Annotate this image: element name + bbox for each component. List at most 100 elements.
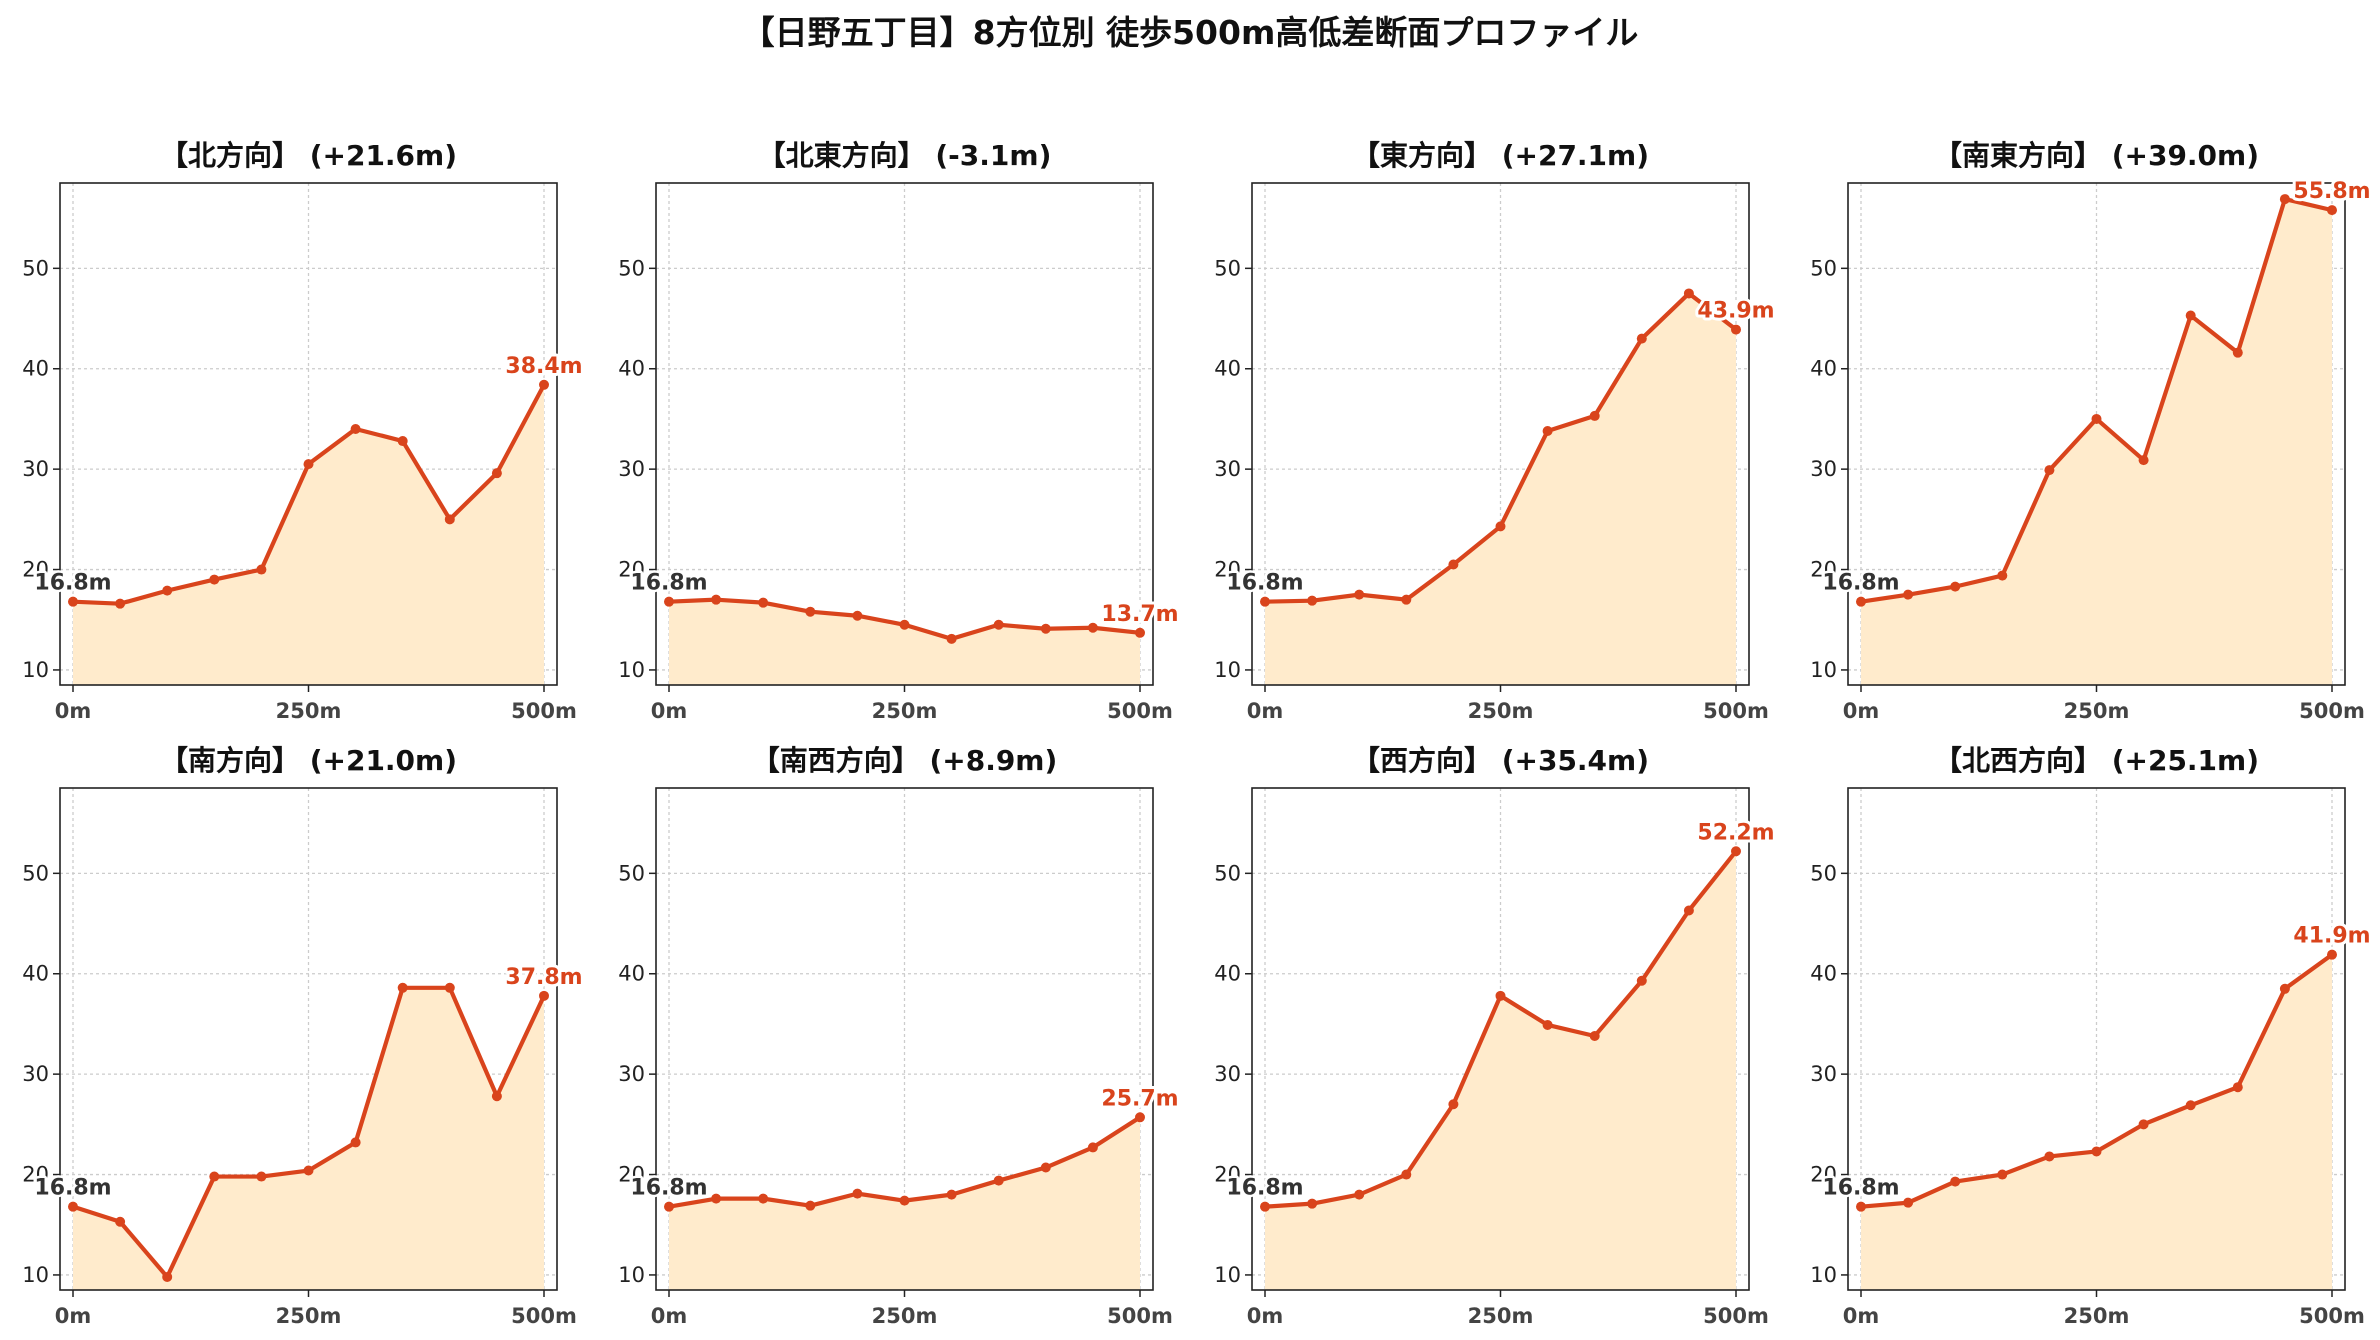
y-tick-label: 20 bbox=[1810, 558, 1837, 582]
data-point bbox=[1135, 1112, 1145, 1123]
data-point bbox=[1856, 596, 1866, 607]
panel-title: 【東方向】 (+27.1m) bbox=[1352, 139, 1649, 172]
x-tick-label: 250m bbox=[1468, 1304, 1534, 1328]
y-tick-label: 40 bbox=[22, 962, 49, 986]
data-point bbox=[68, 1201, 78, 1212]
data-point bbox=[899, 619, 910, 630]
y-tick-label: 30 bbox=[1810, 457, 1837, 481]
data-point bbox=[1495, 990, 1506, 1001]
data-point bbox=[444, 514, 455, 525]
start-value-label: 16.8m bbox=[1226, 1176, 1303, 1201]
data-point bbox=[1997, 1169, 2008, 1180]
y-tick-label: 10 bbox=[22, 1263, 49, 1287]
end-value-label: 25.7m bbox=[1101, 1086, 1178, 1111]
y-tick-label: 50 bbox=[1810, 256, 1837, 280]
data-point bbox=[1260, 596, 1270, 607]
data-point bbox=[1856, 1201, 1866, 1212]
y-tick-label: 40 bbox=[618, 357, 645, 381]
data-point bbox=[1307, 595, 1318, 606]
x-tick-label: 500m bbox=[1703, 1304, 1769, 1328]
data-point bbox=[711, 1193, 722, 1204]
end-value-label: 43.9m bbox=[1697, 299, 1774, 324]
end-value-label: 52.2m bbox=[1697, 820, 1774, 845]
data-point bbox=[1087, 622, 1098, 633]
x-tick-label: 0m bbox=[1843, 699, 1880, 723]
y-tick-label: 20 bbox=[618, 558, 645, 582]
data-point bbox=[209, 574, 220, 585]
data-point bbox=[397, 982, 408, 993]
x-tick-label: 500m bbox=[1703, 699, 1769, 723]
start-value-label: 16.8m bbox=[630, 1176, 707, 1201]
data-point bbox=[805, 1200, 816, 1211]
data-point bbox=[1731, 324, 1741, 335]
data-point bbox=[2044, 465, 2055, 476]
data-point bbox=[491, 1091, 502, 1102]
data-point bbox=[2232, 1082, 2243, 1093]
data-point bbox=[256, 564, 267, 575]
end-value-label: 13.7m bbox=[1101, 602, 1178, 627]
data-point bbox=[1448, 559, 1459, 570]
y-tick-label: 10 bbox=[618, 658, 645, 682]
data-point bbox=[946, 1189, 957, 1200]
data-point bbox=[115, 598, 126, 609]
x-tick-label: 500m bbox=[2299, 699, 2365, 723]
data-point bbox=[805, 606, 816, 617]
data-point bbox=[2185, 1100, 2196, 1111]
y-tick-label: 50 bbox=[1214, 256, 1241, 280]
y-tick-label: 20 bbox=[22, 1163, 49, 1187]
y-tick-label: 30 bbox=[1214, 1062, 1241, 1086]
x-tick-label: 500m bbox=[511, 1304, 577, 1328]
data-point bbox=[1495, 521, 1506, 532]
data-point bbox=[993, 619, 1004, 630]
data-point bbox=[758, 597, 769, 608]
x-tick-label: 0m bbox=[55, 699, 92, 723]
x-tick-label: 250m bbox=[2064, 1304, 2130, 1328]
x-tick-label: 250m bbox=[276, 1304, 342, 1328]
area-fill bbox=[73, 987, 544, 1290]
data-point bbox=[2091, 1146, 2102, 1157]
data-point bbox=[303, 459, 314, 470]
x-tick-label: 0m bbox=[55, 1304, 92, 1328]
data-point bbox=[539, 990, 549, 1001]
end-value-label: 37.8m bbox=[505, 965, 582, 990]
data-point bbox=[2327, 205, 2337, 216]
data-point bbox=[664, 596, 674, 607]
area-fill bbox=[1861, 954, 2332, 1290]
x-tick-label: 0m bbox=[1247, 699, 1284, 723]
y-tick-label: 40 bbox=[1214, 357, 1241, 381]
start-value-label: 16.8m bbox=[1822, 571, 1899, 596]
y-tick-label: 50 bbox=[22, 861, 49, 885]
y-tick-label: 20 bbox=[22, 558, 49, 582]
data-point bbox=[2138, 455, 2149, 466]
data-point bbox=[303, 1165, 314, 1176]
y-tick-label: 20 bbox=[1214, 1163, 1241, 1187]
data-point bbox=[2279, 194, 2290, 205]
data-point bbox=[1683, 905, 1694, 916]
data-point bbox=[1448, 1099, 1459, 1110]
start-value-label: 16.8m bbox=[34, 571, 111, 596]
y-tick-label: 20 bbox=[1810, 1163, 1837, 1187]
end-value-label: 55.8m bbox=[2293, 179, 2370, 204]
panel-title: 【南方向】 (+21.0m) bbox=[160, 744, 457, 777]
x-tick-label: 500m bbox=[1107, 699, 1173, 723]
data-point bbox=[1636, 975, 1647, 986]
data-point bbox=[946, 633, 957, 644]
x-tick-label: 500m bbox=[2299, 1304, 2365, 1328]
data-point bbox=[899, 1195, 910, 1206]
data-point bbox=[1950, 1176, 1961, 1187]
y-tick-label: 40 bbox=[618, 962, 645, 986]
data-point bbox=[711, 594, 722, 605]
y-tick-label: 10 bbox=[1214, 1263, 1241, 1287]
y-tick-label: 30 bbox=[22, 457, 49, 481]
data-point bbox=[1135, 627, 1145, 638]
data-point bbox=[68, 596, 78, 607]
y-tick-label: 10 bbox=[618, 1263, 645, 1287]
data-point bbox=[1589, 1030, 1600, 1041]
data-point bbox=[2327, 949, 2337, 960]
data-point bbox=[2138, 1119, 2149, 1130]
area-fill bbox=[1861, 199, 2332, 685]
